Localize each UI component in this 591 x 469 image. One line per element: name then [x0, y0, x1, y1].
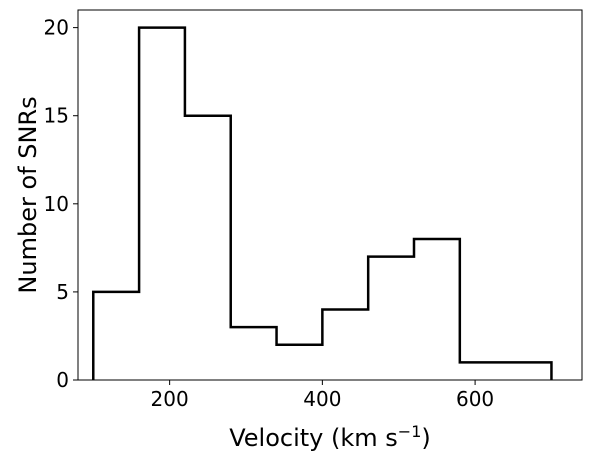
x-tick-label: 400	[303, 387, 341, 411]
histogram-bin	[506, 362, 552, 380]
histogram-bin	[277, 345, 323, 380]
axis-ticks: 200 400 600 0 5 10 15 20	[44, 16, 495, 411]
histogram-bin	[368, 257, 414, 380]
y-tick-label: 0	[56, 368, 69, 392]
x-tick-label: 600	[456, 387, 494, 411]
histogram-bin	[185, 116, 231, 380]
histogram-bin	[139, 28, 185, 380]
histogram-bin	[460, 362, 506, 380]
y-tick-label: 5	[56, 280, 69, 304]
x-tick-label: 200	[151, 387, 189, 411]
plot-frame	[77, 9, 583, 381]
y-tick-label: 20	[44, 16, 69, 40]
histogram-step-line	[92, 26, 553, 380]
histogram-bin	[414, 239, 460, 380]
y-axis-label: Number of SNRs	[14, 96, 42, 293]
histogram-bin	[322, 310, 368, 380]
plot-marks	[92, 26, 553, 380]
histogram-bin	[93, 292, 139, 380]
x-axis-label: Velocity (km s−1)	[229, 422, 431, 452]
histogram-bin	[231, 327, 277, 380]
y-tick-label: 10	[44, 192, 69, 216]
y-tick-label: 15	[44, 104, 69, 128]
